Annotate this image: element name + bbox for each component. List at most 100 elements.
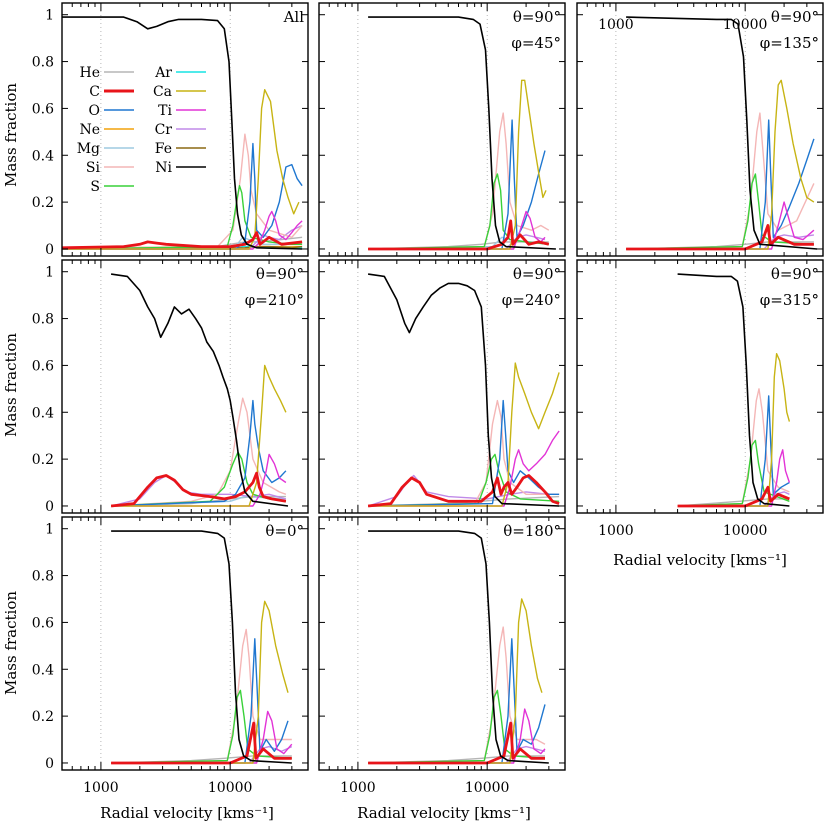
series-line-c <box>111 721 292 765</box>
y-axis-label: Mass fraction <box>2 591 20 695</box>
panel-tag: θ=90° <box>513 8 561 26</box>
y-tick-label: 0.2 <box>32 195 54 211</box>
series-group <box>368 530 549 765</box>
series-line-ni <box>368 16 556 250</box>
legend-label: Ne <box>79 122 100 138</box>
plot-area <box>577 3 823 256</box>
x-axis-label: Radial velocity [kms⁻¹] <box>613 551 787 569</box>
panel: 1000 10000 θ=90° φ=315° <box>576 259 824 539</box>
panel: 1000 10000 θ=90° φ=135° <box>576 2 824 257</box>
panel-tag: θ=180° <box>503 522 561 540</box>
panel-tag: θ=90° <box>513 265 561 283</box>
series-line-ni <box>626 16 818 250</box>
series-line-ti <box>677 449 791 507</box>
plot-area <box>62 260 308 513</box>
series-line-s <box>368 453 560 507</box>
series-line-si <box>368 399 560 507</box>
plot-area <box>319 3 565 256</box>
plot-area <box>319 260 565 513</box>
panel: 0 0.2 0.4 0.6 0.8 1 θ=90° φ=210° <box>32 259 309 515</box>
series-group <box>111 530 293 765</box>
series-line-c <box>110 471 287 508</box>
legend-label: O <box>89 103 100 119</box>
y-tick-label: 1 <box>45 265 54 281</box>
plot-area <box>62 517 308 770</box>
y-tick-label: 0.8 <box>32 569 54 585</box>
panel-frame <box>576 2 824 257</box>
y-tick-label: 0 <box>45 499 54 515</box>
plot-area <box>319 517 565 770</box>
legend-label: Ti <box>158 103 172 119</box>
y-tick-label: 0.8 <box>32 55 54 71</box>
panel-tag: θ=90° <box>771 8 819 26</box>
series-group <box>110 273 289 508</box>
x-tick-label: 1000 <box>83 780 119 796</box>
series-line-c <box>626 224 814 251</box>
series-line-o <box>368 638 546 764</box>
panel-frame <box>318 259 566 514</box>
panel: 1000 10000 θ=180° <box>318 516 566 796</box>
series-line-si <box>368 626 546 764</box>
series-line-c <box>368 219 550 251</box>
panels-group: 00.20.40.60.81100010000Allθ=90°φ=45°1000… <box>32 2 824 796</box>
panel-tag: φ=45° <box>511 34 561 52</box>
y-axis-label-row2: Mass fraction <box>2 333 20 437</box>
legend-label: Mg <box>77 141 100 157</box>
series-line-ti <box>368 708 546 764</box>
y-tick-label: 0.6 <box>32 615 54 631</box>
y-tick-label: 0.4 <box>32 405 54 421</box>
panel: θ=90° φ=240° <box>318 259 566 514</box>
series-line-ni <box>111 530 292 764</box>
x-tick-label: 10000 <box>465 780 510 796</box>
series-line-si <box>62 133 303 249</box>
series-line-s <box>677 439 790 507</box>
y-tick-label: 0.6 <box>32 358 54 374</box>
y-tick-label: 0.8 <box>32 312 54 328</box>
y-tick-label: 0 <box>45 242 54 258</box>
series-line-ca <box>368 79 547 250</box>
panel-frame <box>61 516 309 771</box>
legend-label: Ar <box>154 65 172 81</box>
series-line-si <box>626 112 815 250</box>
x-tick-label: 10000 <box>208 780 253 796</box>
panel-frame <box>576 259 824 514</box>
panel-tag: θ=90° <box>771 265 819 283</box>
series-line-ca <box>368 362 560 507</box>
series-line-c <box>62 231 303 250</box>
series-line-o <box>111 399 287 507</box>
series-line-ni <box>62 16 303 250</box>
series-line-c <box>367 474 560 508</box>
panel: 0 0.2 0.4 0.6 0.8 1 1000 10000 θ=0° <box>32 516 309 796</box>
panel-frame <box>318 516 566 771</box>
y-tick-label: 0.4 <box>32 662 54 678</box>
legend-label: Ni <box>155 160 172 176</box>
panel-tag: All <box>283 8 305 26</box>
y-tick-label: 0 <box>45 756 54 772</box>
series-line-ni <box>110 273 289 507</box>
series-line-ti <box>111 710 293 764</box>
legend-label: Cr <box>155 122 173 138</box>
series-line-ni <box>368 530 549 764</box>
y-axis-label: Mass fraction <box>2 83 20 187</box>
legend-label: He <box>80 65 101 81</box>
series-line-c <box>368 721 545 765</box>
panel-frame <box>61 259 309 514</box>
series-line-o <box>111 638 289 764</box>
x-axis-label: Radial velocity [kms⁻¹] <box>100 804 274 822</box>
y-axis-label-row3: Mass fraction <box>2 591 20 695</box>
series-line-s <box>368 173 549 250</box>
series-line-si <box>111 628 292 764</box>
series-line-ti <box>111 453 287 507</box>
y-tick-label: 0.6 <box>32 101 54 117</box>
y-tick-label: 0.2 <box>32 709 54 725</box>
legend-label: Fe <box>155 141 172 157</box>
series-group <box>368 16 556 251</box>
x-tick-label: 1000 <box>340 780 376 796</box>
plot-area <box>577 260 823 513</box>
x-tick-label: 10000 <box>723 17 768 33</box>
y-tick-label: 1 <box>45 522 54 538</box>
series-line-ni <box>677 273 790 507</box>
y-tick-label: 1 <box>45 8 54 24</box>
legend: He CO Ne Mg Si S Ar Ca Ti Cr Fe Ni <box>77 65 206 195</box>
